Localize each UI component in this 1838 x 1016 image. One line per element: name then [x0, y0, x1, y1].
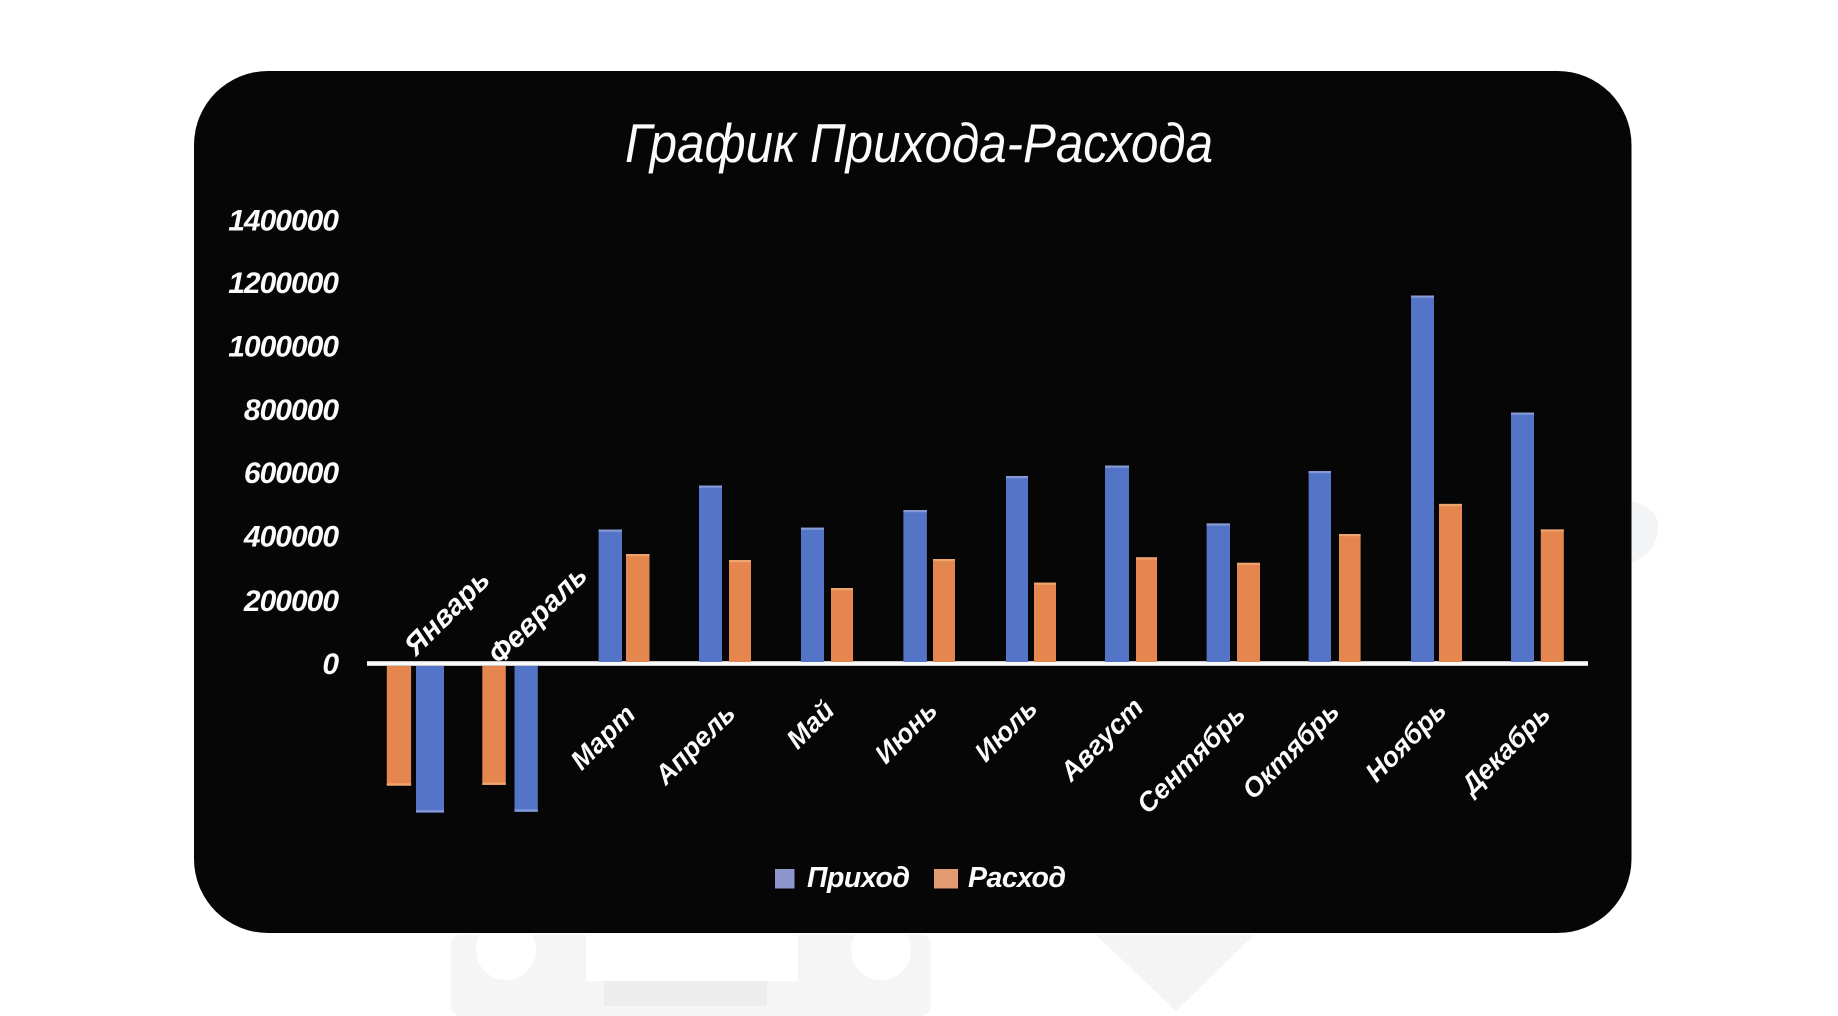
svg-text:0: 0 [322, 648, 339, 681]
svg-text:1000000: 1000000 [228, 331, 339, 364]
svg-text:600000: 600000 [244, 457, 339, 490]
svg-text:200000: 200000 [243, 585, 339, 618]
svg-text:1400000: 1400000 [228, 205, 339, 238]
svg-text:Расход: Расход [968, 862, 1066, 894]
svg-text:800000: 800000 [244, 394, 339, 427]
svg-text:Приход: Приход [807, 862, 909, 894]
svg-text:400000: 400000 [243, 521, 339, 554]
svg-text:График Прихода-Расхода: График Прихода-Расхода [625, 112, 1213, 174]
svg-text:1200000: 1200000 [228, 267, 339, 300]
